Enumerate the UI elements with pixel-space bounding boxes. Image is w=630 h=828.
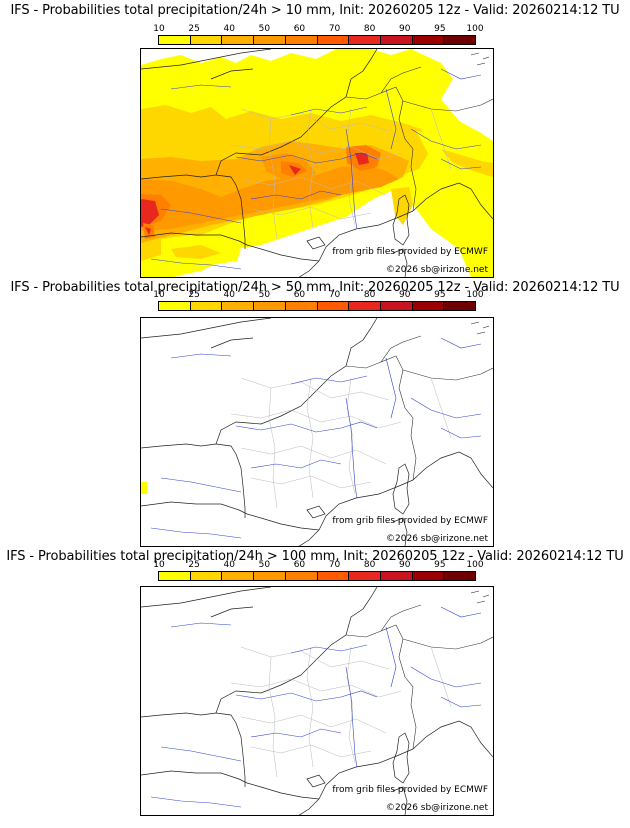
legend-tick-label: 90 (399, 290, 411, 300)
legend-swatch (285, 572, 318, 580)
legend-tick-label: 60 (293, 24, 306, 34)
precipitation-map (141, 587, 493, 815)
legend-bar (158, 571, 476, 581)
legend-labels: 10 25 40 50 60 70 80 90 95 100 (153, 560, 483, 571)
legend-tick-label: 25 (188, 24, 200, 34)
legend-bar (158, 301, 476, 311)
legend-tick-label: 100 (466, 24, 484, 34)
map-panel-50mm: IFS - Probabilities total precipitation/… (0, 277, 630, 551)
panel-title: IFS - Probabilities total precipitation/… (10, 3, 620, 18)
legend-tick-label: 10 (153, 24, 165, 34)
legend-swatch (222, 36, 255, 44)
legend-swatch (380, 36, 413, 44)
legend-swatch (412, 302, 445, 310)
legend-swatch (317, 572, 350, 580)
panel-title: IFS - Probabilities total precipitation/… (6, 549, 624, 564)
legend-swatch (444, 36, 476, 44)
legend-swatch (159, 36, 191, 44)
legend-labels: 10 25 40 50 60 70 80 90 95 100 (153, 290, 483, 301)
legend-swatch (412, 36, 445, 44)
color-legend: 10 25 40 50 60 70 80 90 95 100 (153, 24, 484, 46)
legend-bar (158, 35, 476, 45)
source-credit: from grib files provided by ECMWF (332, 785, 488, 795)
legend-swatch (380, 572, 413, 580)
legend-swatch (444, 302, 476, 310)
legend-tick-label: 50 (258, 560, 271, 570)
legend-swatch (349, 572, 381, 580)
legend-tick-label: 25 (188, 290, 200, 300)
map-panel-10mm: IFS - Probabilities total precipitation/… (0, 0, 630, 278)
legend-tick-label: 10 (153, 560, 165, 570)
legend-swatch (412, 572, 445, 580)
legend-labels: 10 25 40 50 60 70 80 90 95 100 (153, 24, 483, 35)
legend-tick-label: 70 (328, 290, 341, 300)
legend-swatch (380, 302, 413, 310)
legend-swatch (317, 36, 350, 44)
legend-tick-label: 90 (399, 560, 411, 570)
legend-swatch (159, 572, 191, 580)
legend-tick-label: 80 (363, 560, 376, 570)
legend-swatch (222, 302, 255, 310)
legend-tick-label: 50 (258, 24, 271, 34)
legend-tick-label: 25 (188, 560, 200, 570)
legend-swatch (254, 302, 286, 310)
legend-tick-label: 90 (399, 24, 411, 34)
legend-tick-label: 70 (328, 24, 341, 34)
legend-tick-label: 40 (223, 290, 235, 300)
legend-swatch (444, 572, 476, 580)
copyright-notice: ©2026 sb@irizone.net (386, 803, 488, 813)
legend-swatch (254, 572, 286, 580)
color-legend: 10 25 40 50 60 70 80 90 95 100 (153, 560, 484, 582)
legend-swatch (285, 302, 318, 310)
legend-tick-label: 40 (223, 24, 235, 34)
legend-swatch (222, 572, 255, 580)
map-frame: from grib files provided by ECMWF ©2026 … (140, 317, 494, 547)
copyright-notice: ©2026 sb@irizone.net (386, 265, 488, 275)
legend-swatch (349, 36, 381, 44)
map-panel-100mm: IFS - Probabilities total precipitation/… (0, 546, 630, 820)
map-frame: from grib files provided by ECMWF ©2026 … (140, 48, 494, 278)
source-credit: from grib files provided by ECMWF (332, 516, 488, 526)
color-legend: 10 25 40 50 60 70 80 90 95 100 (153, 290, 484, 312)
legend-tick-label: 70 (328, 560, 341, 570)
copyright-notice: ©2026 sb@irizone.net (386, 534, 488, 544)
legend-tick-label: 95 (434, 290, 446, 300)
precipitation-map (141, 49, 493, 277)
legend-swatch (190, 572, 223, 580)
legend-tick-label: 60 (293, 560, 306, 570)
legend-tick-label: 100 (466, 290, 484, 300)
legend-swatch (349, 302, 381, 310)
legend-swatch (190, 36, 223, 44)
legend-tick-label: 40 (223, 560, 235, 570)
legend-tick-label: 80 (363, 24, 376, 34)
legend-tick-label: 80 (363, 290, 376, 300)
legend-swatch (254, 36, 286, 44)
map-frame: from grib files provided by ECMWF ©2026 … (140, 586, 494, 816)
precipitation-map (141, 318, 493, 546)
legend-swatch (317, 302, 350, 310)
legend-tick-label: 95 (434, 560, 446, 570)
legend-swatch (159, 302, 191, 310)
legend-tick-label: 10 (153, 290, 165, 300)
legend-swatch (285, 36, 318, 44)
legend-swatch (190, 302, 223, 310)
legend-tick-label: 60 (293, 290, 306, 300)
legend-tick-label: 50 (258, 290, 271, 300)
legend-tick-label: 95 (434, 24, 446, 34)
source-credit: from grib files provided by ECMWF (332, 247, 488, 257)
legend-tick-label: 100 (466, 560, 484, 570)
panel-title: IFS - Probabilities total precipitation/… (10, 280, 620, 295)
